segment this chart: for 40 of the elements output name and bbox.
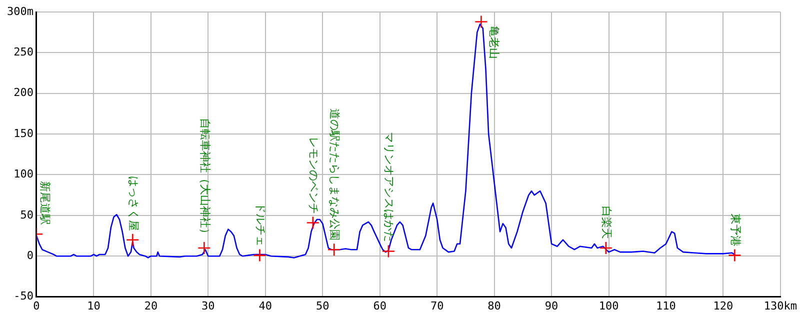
x-tick-label: 30 <box>202 299 215 312</box>
point <box>306 216 320 230</box>
x-tick-label: 70 <box>430 299 444 312</box>
x-tick-label: 100 <box>598 299 619 312</box>
annotation: ドルチェ <box>254 202 267 246</box>
point <box>327 242 341 256</box>
annotation: 亀老山 <box>487 26 500 59</box>
x-tick-label: 40 <box>258 299 272 312</box>
annotation: 道の駅たたらしまなみ公園 <box>328 108 342 241</box>
point <box>474 15 488 28</box>
annotation: はっさく屋 <box>126 176 140 231</box>
y-tick-label: 0 <box>26 248 34 262</box>
x-tick-label: 20 <box>144 299 158 312</box>
y-tick-label: 100 <box>14 168 34 181</box>
annotation: レモンのベンチ <box>307 136 320 214</box>
y-tick-label: -50 <box>14 290 34 303</box>
annotation: 新尾道駅 <box>38 181 52 226</box>
x-tick-label: 60 <box>373 299 386 312</box>
x-tick-label: 130km <box>764 299 798 312</box>
point <box>198 241 211 255</box>
annotation: マリンオアシスはかた <box>382 132 396 242</box>
y-tick-label: 300m <box>6 4 34 18</box>
point <box>728 248 742 262</box>
point <box>599 241 613 255</box>
y-tick-label: 250 <box>14 46 34 59</box>
x-tick-label: 120 <box>713 299 734 312</box>
annotation: 自転車神社（大山神社） <box>198 118 212 239</box>
point <box>382 244 396 258</box>
x-tick-label: 90 <box>544 299 558 312</box>
annotation: 東予港 <box>728 213 742 246</box>
x-tick-label: 50 <box>316 299 330 312</box>
y-tick-label: 50 <box>20 208 34 222</box>
y-tick-label: 150 <box>14 126 34 140</box>
annotation: 白楽天 <box>600 206 614 239</box>
x-tick-label: 10 <box>87 299 100 312</box>
x-tick-label: 110 <box>656 299 676 312</box>
x-tick-label: 80 <box>488 299 501 312</box>
y-tick-label: 200 <box>14 86 34 100</box>
point <box>253 248 266 262</box>
point <box>126 233 140 246</box>
